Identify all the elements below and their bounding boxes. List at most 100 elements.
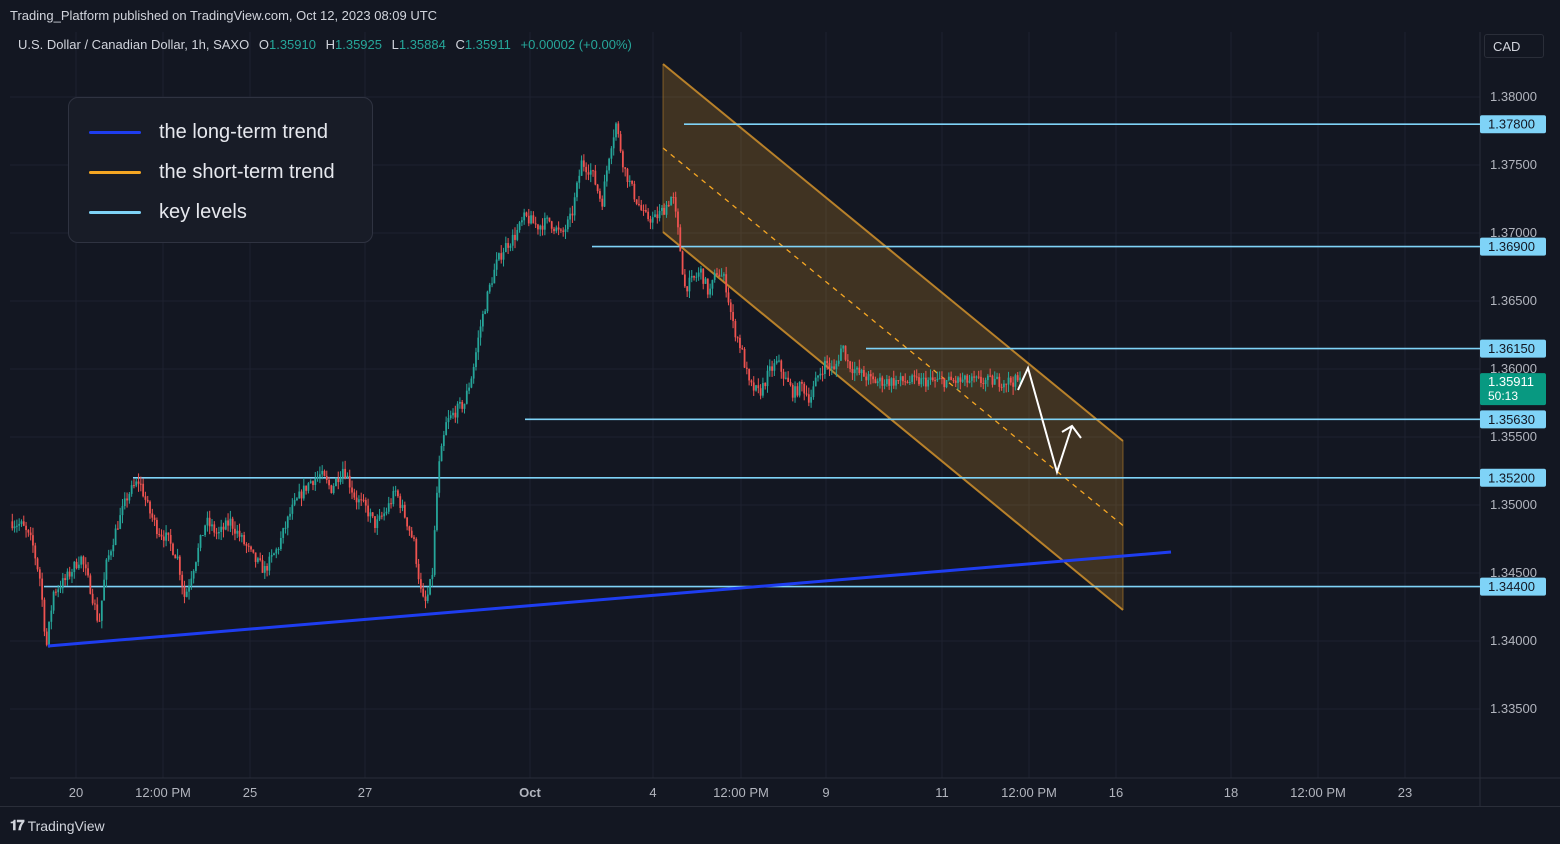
candle-body	[548, 217, 551, 222]
candle-body	[885, 379, 888, 385]
legend-swatch-long-term	[89, 130, 141, 134]
candle-body	[612, 137, 615, 149]
candle-body	[651, 217, 654, 223]
candle-body	[296, 498, 298, 501]
candle-body	[789, 381, 792, 386]
candle-body	[835, 363, 838, 370]
candle-body	[449, 415, 452, 419]
candle-body	[624, 167, 627, 169]
candle-body	[787, 377, 790, 382]
time-axis[interactable]: 20 12:00 PM 25 27 Oct 4 12:00 PM 9 11 12:00 PM 16 1…	[69, 785, 1412, 800]
candle-body	[41, 578, 44, 600]
candle-body	[284, 527, 287, 529]
candle-body	[344, 468, 347, 478]
candle-body	[892, 378, 895, 386]
key-level-tag-label: 1.36900	[1488, 239, 1535, 254]
candle-body	[68, 571, 71, 577]
long-term-trendline[interactable]	[47, 550, 1172, 648]
candle-body	[383, 513, 386, 517]
candle-body	[227, 520, 229, 526]
candle-body	[341, 468, 344, 478]
candle-body	[720, 275, 723, 277]
candle-body	[601, 198, 604, 207]
ohlc-readout: U.S. Dollar / Canadian Dollar, 1h, SAXO …	[18, 37, 632, 52]
candle-body	[1012, 382, 1015, 387]
tradingview-logo[interactable]: 𝟏𝟕 TradingView	[10, 817, 105, 834]
candle-body	[279, 537, 282, 550]
candle-body	[376, 519, 379, 529]
candle-body	[358, 499, 360, 503]
candle-body	[975, 376, 978, 378]
candle-body	[716, 273, 718, 275]
price-tick-label: 1.33500	[1490, 701, 1537, 716]
candle-body	[693, 276, 695, 278]
candle-body	[527, 215, 530, 224]
candle-body	[991, 375, 994, 385]
candle-body	[447, 418, 450, 423]
candle-body	[162, 536, 165, 541]
candle-body	[881, 377, 884, 386]
candle-body	[445, 422, 448, 436]
candle-body	[29, 532, 32, 536]
legend-swatch-short-term	[89, 170, 141, 174]
candle-body	[911, 375, 914, 383]
candle-body	[316, 476, 319, 479]
candle-body	[546, 217, 549, 219]
candle-body	[426, 594, 429, 601]
candle-body	[807, 394, 810, 403]
candle-body	[59, 588, 62, 590]
key-level-tag	[1480, 237, 1546, 256]
candle-body	[711, 279, 714, 289]
candle-body	[323, 470, 326, 476]
symbol-label: U.S. Dollar / Canadian Dollar, 1h, SAXO	[18, 37, 250, 52]
candle-body	[649, 219, 652, 223]
high-value: 1.35925	[335, 37, 382, 52]
candle-body	[608, 158, 611, 171]
candle-body	[263, 566, 266, 573]
candle-body	[422, 588, 425, 597]
candle-body	[752, 382, 755, 391]
candle-body	[773, 363, 776, 371]
candle-body	[472, 367, 475, 379]
candle-body	[204, 525, 207, 536]
candle-body	[596, 184, 599, 192]
candle-body	[80, 556, 83, 565]
candle-body	[431, 574, 434, 580]
candle-body	[371, 512, 374, 517]
candle-body	[390, 503, 392, 505]
descending-channel[interactable]	[662, 63, 1124, 611]
candle-body	[507, 243, 510, 248]
candle-body	[22, 521, 25, 526]
candle-body	[784, 377, 787, 379]
candles	[11, 121, 1021, 648]
long-term-trendline-path	[47, 550, 1172, 648]
low-value: 1.35884	[398, 37, 446, 52]
candle-body	[137, 481, 140, 484]
candle-body	[906, 381, 909, 383]
time-tick-label: 12:00 PM	[1001, 785, 1057, 800]
candle-body	[107, 555, 110, 560]
candle-body	[123, 498, 126, 507]
candle-body	[415, 538, 418, 564]
candle-body	[231, 518, 234, 529]
candle-body	[403, 504, 406, 518]
candle-body	[475, 352, 477, 368]
currency-selector[interactable]: CAD	[1484, 34, 1544, 58]
candle-body	[771, 366, 773, 371]
candle-body	[592, 170, 594, 172]
projection-arrow[interactable]	[1017, 365, 1082, 476]
candle-body	[872, 376, 874, 380]
change-value: +0.00002 (+0.00%)	[520, 37, 632, 52]
candle-body	[247, 545, 250, 547]
candle-body	[936, 378, 939, 381]
price-tick-label: 1.34000	[1490, 633, 1537, 648]
price-axis[interactable]: 1.38000 1.37500 1.37000 1.36500 1.36000 1.355…	[1480, 89, 1546, 716]
candle-body	[151, 513, 154, 518]
candle-body	[261, 560, 264, 573]
candle-body	[895, 380, 897, 386]
candle-body	[520, 220, 523, 223]
candle-body	[853, 369, 856, 374]
candle-body	[688, 277, 691, 292]
time-tick-label: 23	[1398, 785, 1412, 800]
